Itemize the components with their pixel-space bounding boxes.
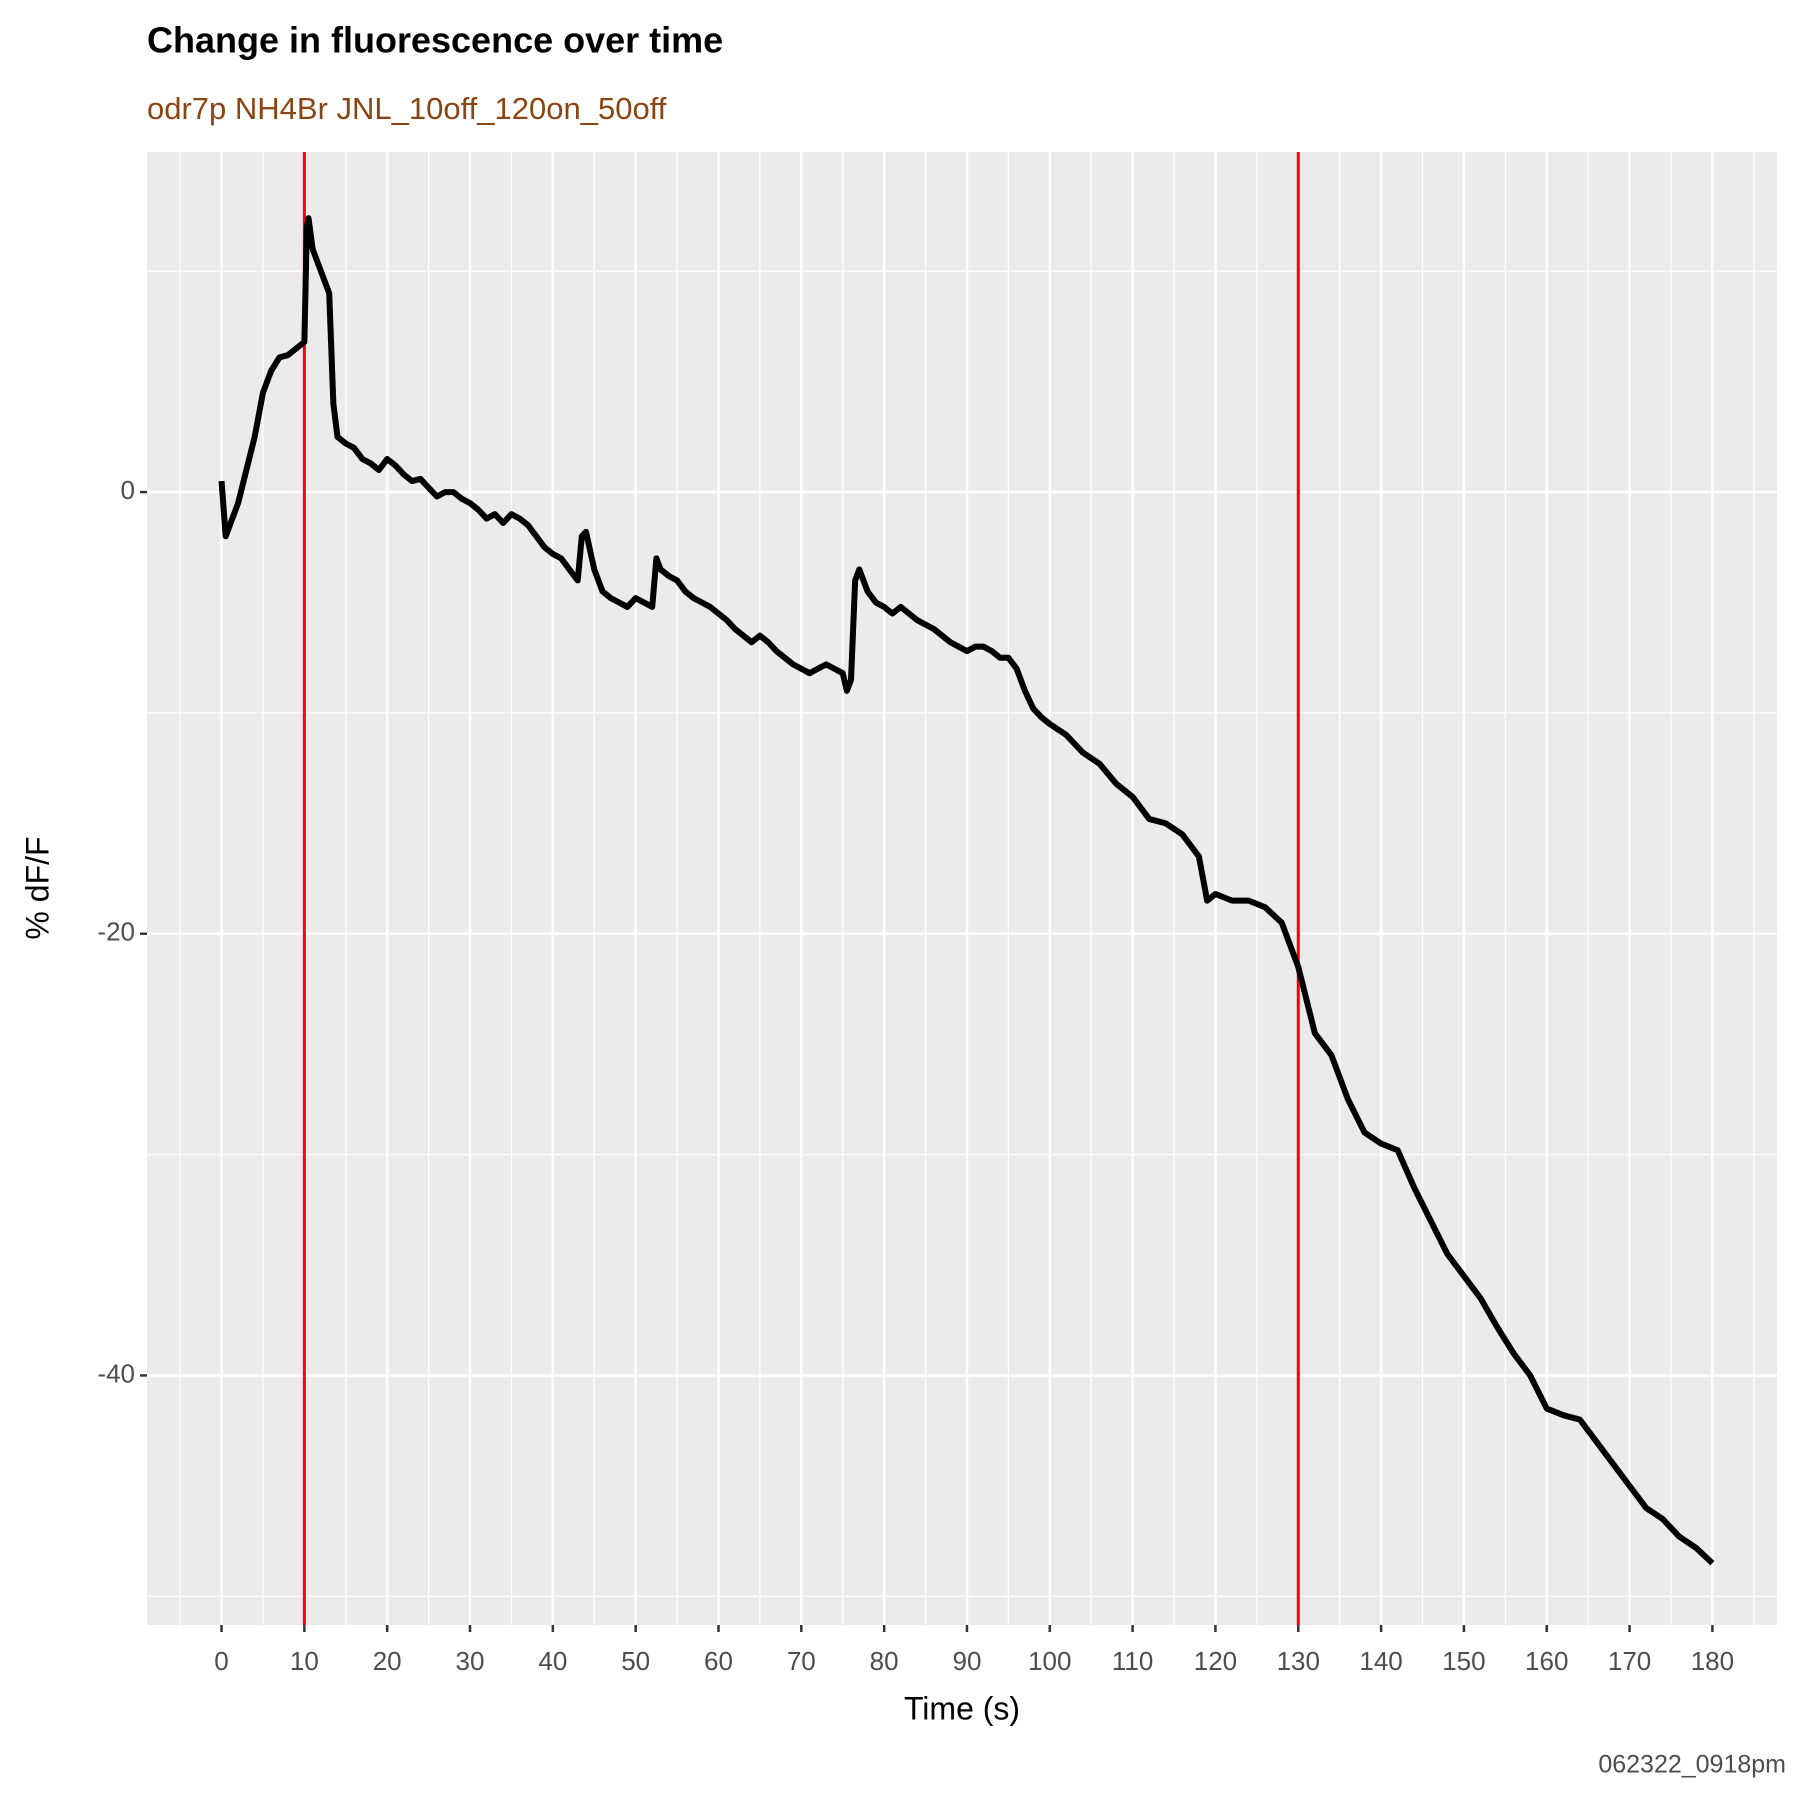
x-tick-label: 0 — [214, 1646, 228, 1676]
x-tick-label: 40 — [538, 1646, 567, 1676]
panel — [147, 152, 1777, 1625]
x-tick-label: 80 — [870, 1646, 899, 1676]
x-tick-label: 130 — [1277, 1646, 1320, 1676]
x-tick-label: 170 — [1608, 1646, 1651, 1676]
x-tick-label: 120 — [1194, 1646, 1237, 1676]
x-tick-label: 150 — [1442, 1646, 1485, 1676]
x-tick-label: 110 — [1112, 1646, 1153, 1676]
data-line — [218, 215, 1715, 1566]
x-tick-label: 70 — [787, 1646, 816, 1676]
y-tick-label: 0 — [121, 475, 135, 505]
x-tick-label: 20 — [373, 1646, 402, 1676]
x-tick-label: 50 — [621, 1646, 650, 1676]
x-tick-label: 180 — [1691, 1646, 1734, 1676]
x-axis-title: Time (s) — [904, 1690, 1020, 1726]
y-axis-title: % dF/F — [19, 836, 55, 939]
y-tick-label: -40 — [97, 1358, 135, 1388]
chart-subtitle: odr7p NH4Br JNL_10off_120on_50off — [147, 91, 667, 126]
x-tick-label: 90 — [953, 1646, 982, 1676]
x-tick-label: 140 — [1359, 1646, 1402, 1676]
chart-title: Change in fluorescence over time — [147, 20, 723, 61]
caption: 062322_0918pm — [1598, 1751, 1786, 1779]
y-tick-label: -20 — [97, 917, 135, 947]
x-tick-label: 30 — [456, 1646, 485, 1676]
x-tick-label: 160 — [1525, 1646, 1568, 1676]
x-tick-label: 100 — [1028, 1646, 1071, 1676]
x-tick-label: 10 — [290, 1646, 319, 1676]
x-tick-label: 60 — [704, 1646, 733, 1676]
